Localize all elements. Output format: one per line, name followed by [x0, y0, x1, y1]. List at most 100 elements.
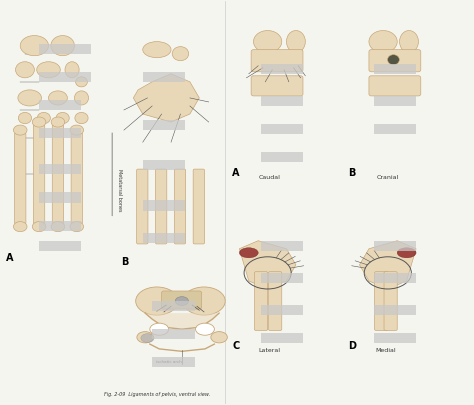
- Ellipse shape: [32, 117, 46, 127]
- FancyBboxPatch shape: [374, 272, 388, 330]
- Bar: [143, 200, 185, 211]
- Bar: [39, 241, 82, 251]
- Ellipse shape: [74, 91, 89, 105]
- Ellipse shape: [65, 62, 79, 78]
- Ellipse shape: [388, 55, 399, 65]
- Ellipse shape: [51, 36, 74, 56]
- Text: Medial: Medial: [375, 348, 396, 353]
- FancyBboxPatch shape: [269, 272, 282, 330]
- Ellipse shape: [137, 332, 154, 343]
- Ellipse shape: [48, 91, 67, 105]
- Ellipse shape: [136, 287, 178, 315]
- Ellipse shape: [183, 287, 225, 315]
- Ellipse shape: [369, 30, 397, 53]
- FancyBboxPatch shape: [369, 76, 421, 96]
- Text: A: A: [232, 168, 240, 178]
- Bar: [39, 221, 82, 231]
- Ellipse shape: [211, 332, 228, 343]
- Bar: [261, 333, 303, 343]
- Ellipse shape: [400, 30, 419, 53]
- Bar: [261, 241, 303, 251]
- FancyBboxPatch shape: [384, 272, 397, 330]
- Bar: [152, 301, 195, 311]
- FancyBboxPatch shape: [71, 133, 82, 224]
- Ellipse shape: [51, 117, 65, 127]
- PathPatch shape: [133, 74, 199, 122]
- FancyBboxPatch shape: [251, 50, 303, 72]
- Ellipse shape: [254, 30, 282, 53]
- Text: B: B: [348, 168, 355, 178]
- FancyBboxPatch shape: [174, 169, 186, 244]
- Ellipse shape: [397, 248, 416, 258]
- Ellipse shape: [18, 113, 32, 124]
- FancyBboxPatch shape: [251, 76, 303, 96]
- Ellipse shape: [286, 30, 305, 53]
- FancyBboxPatch shape: [162, 291, 201, 309]
- Ellipse shape: [141, 334, 154, 343]
- FancyBboxPatch shape: [52, 125, 64, 224]
- Bar: [374, 64, 416, 74]
- Ellipse shape: [20, 36, 48, 56]
- Bar: [152, 357, 195, 367]
- Ellipse shape: [70, 222, 83, 232]
- Ellipse shape: [36, 62, 60, 78]
- Ellipse shape: [143, 42, 171, 58]
- FancyBboxPatch shape: [137, 169, 148, 244]
- Bar: [261, 124, 303, 134]
- Bar: [39, 192, 82, 202]
- FancyBboxPatch shape: [15, 133, 26, 224]
- Ellipse shape: [32, 222, 46, 232]
- Ellipse shape: [56, 113, 69, 124]
- Bar: [261, 273, 303, 283]
- Ellipse shape: [70, 125, 83, 135]
- Bar: [261, 64, 303, 74]
- Text: Cranial: Cranial: [376, 175, 399, 180]
- Bar: [261, 152, 303, 162]
- Text: Metatarsal bones: Metatarsal bones: [117, 169, 122, 212]
- FancyBboxPatch shape: [155, 169, 167, 244]
- Bar: [374, 305, 416, 315]
- FancyBboxPatch shape: [193, 169, 204, 244]
- Bar: [143, 72, 185, 82]
- Ellipse shape: [196, 323, 214, 335]
- Bar: [374, 124, 416, 134]
- Ellipse shape: [51, 222, 65, 232]
- Bar: [39, 128, 82, 138]
- Bar: [152, 329, 195, 339]
- Ellipse shape: [76, 77, 87, 87]
- Bar: [143, 232, 185, 243]
- FancyBboxPatch shape: [34, 125, 45, 224]
- Polygon shape: [145, 313, 219, 329]
- Bar: [374, 333, 416, 343]
- Ellipse shape: [13, 125, 27, 135]
- Text: A: A: [6, 253, 14, 263]
- Text: Caudal: Caudal: [258, 175, 280, 180]
- Bar: [39, 100, 82, 110]
- Bar: [143, 160, 185, 171]
- Ellipse shape: [18, 90, 41, 106]
- Bar: [374, 241, 416, 251]
- Bar: [143, 120, 185, 130]
- Text: D: D: [348, 341, 356, 351]
- Text: Fig. 2-09  Ligaments of pelvis, ventral view.: Fig. 2-09 Ligaments of pelvis, ventral v…: [104, 392, 210, 397]
- Ellipse shape: [75, 113, 88, 124]
- Ellipse shape: [150, 323, 169, 335]
- PathPatch shape: [359, 241, 416, 289]
- Bar: [261, 305, 303, 315]
- Text: B: B: [121, 257, 129, 267]
- Bar: [374, 273, 416, 283]
- Bar: [39, 44, 91, 54]
- FancyBboxPatch shape: [369, 50, 421, 72]
- Ellipse shape: [175, 296, 189, 305]
- FancyBboxPatch shape: [255, 272, 268, 330]
- Text: Lateral: Lateral: [258, 348, 280, 353]
- Ellipse shape: [37, 113, 50, 124]
- PathPatch shape: [239, 241, 296, 289]
- Text: C: C: [232, 341, 239, 351]
- Ellipse shape: [13, 222, 27, 232]
- Bar: [39, 164, 82, 174]
- Bar: [261, 96, 303, 106]
- Ellipse shape: [239, 248, 258, 258]
- Bar: [374, 96, 416, 106]
- Ellipse shape: [16, 62, 35, 78]
